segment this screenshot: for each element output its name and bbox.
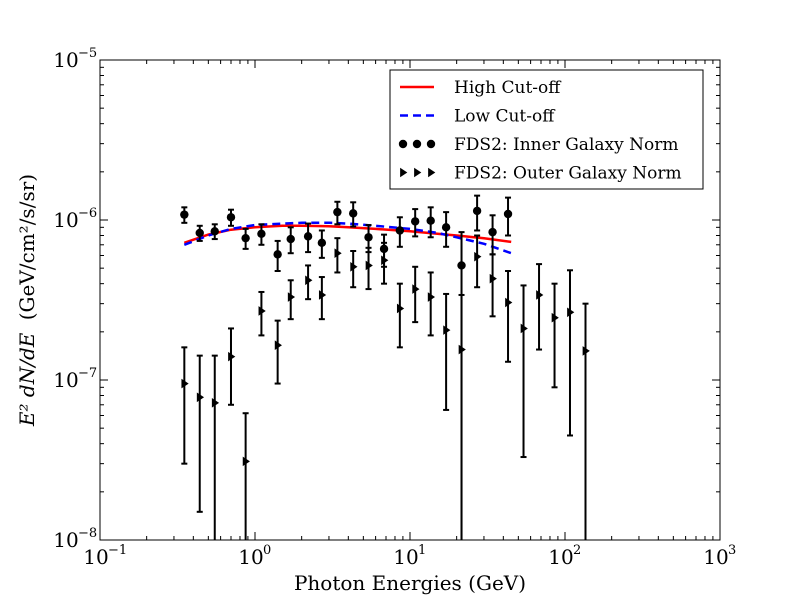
data-point-fds2-inner-galaxy-norm — [226, 213, 236, 222]
y-tick-exponent: −6 — [78, 206, 97, 221]
data-point-fds2-outer-galaxy-norm — [412, 284, 420, 294]
data-point-fds2-inner-galaxy-norm — [257, 229, 266, 238]
legend-marker-fds2-outer-galaxy-norm — [428, 167, 436, 178]
data-point-fds2-outer-galaxy-norm — [427, 292, 436, 302]
data-point-fds2-outer-galaxy-norm — [551, 312, 559, 323]
data-point-fds2-outer-galaxy-norm — [365, 260, 373, 271]
data-point-fds2-outer-galaxy-norm — [474, 251, 482, 262]
data-point-fds2-inner-galaxy-norm — [426, 216, 435, 225]
legend-label-low-cut-off: Low Cut-off — [454, 107, 556, 127]
data-markers — [180, 206, 590, 467]
data-point-fds2-inner-galaxy-norm — [503, 209, 513, 219]
data-point-fds2-inner-galaxy-norm — [333, 207, 342, 217]
x-tick-label: 10 — [703, 545, 728, 569]
data-point-fds2-outer-galaxy-norm — [258, 306, 266, 316]
legend-label-high-cut-off: High Cut-off — [454, 78, 562, 98]
data-point-fds2-outer-galaxy-norm — [287, 292, 296, 302]
data-point-fds2-inner-galaxy-norm — [395, 226, 405, 235]
x-tick-exponent: 0 — [263, 543, 271, 558]
data-point-fds2-inner-galaxy-norm — [364, 233, 373, 242]
data-point-fds2-outer-galaxy-norm — [381, 255, 389, 266]
x-tick-exponent: −1 — [108, 543, 127, 558]
y-tick-label: 10 — [53, 528, 78, 552]
y-tick-exponent: −7 — [78, 366, 97, 381]
data-point-fds2-outer-galaxy-norm — [196, 392, 205, 403]
x-tick-label: 10 — [83, 545, 108, 569]
data-point-fds2-inner-galaxy-norm — [441, 223, 451, 232]
axis-ticks: 10 −1 10 0 10 1 10 2 10 310 −810 −710 −610 −5 — [53, 46, 736, 569]
data-point-fds2-inner-galaxy-norm — [241, 233, 250, 243]
x-tick-label: 10 — [238, 545, 263, 569]
data-point-fds2-outer-galaxy-norm — [305, 275, 313, 286]
y-axis-label-units: (GeV/cm²/s/sr) — [15, 174, 39, 320]
legend: High Cut-off Low Cut-off FDS2: Inner Galax… — [389, 69, 704, 190]
y-tick-label: 10 — [53, 48, 78, 72]
data-point-fds2-inner-galaxy-norm — [195, 228, 204, 238]
data-point-fds2-outer-galaxy-norm — [211, 398, 220, 408]
data-point-fds2-outer-galaxy-norm — [536, 290, 544, 300]
x-tick-label: 10 — [548, 545, 573, 569]
data-point-fds2-inner-galaxy-norm — [348, 209, 358, 218]
data-point-fds2-outer-galaxy-norm — [334, 248, 342, 259]
data-point-fds2-inner-galaxy-norm — [317, 238, 327, 248]
data-point-fds2-outer-galaxy-norm — [228, 351, 236, 362]
y-tick-label: 10 — [53, 208, 78, 232]
data-point-fds2-outer-galaxy-norm — [582, 346, 590, 356]
x-tick-exponent: 2 — [573, 543, 581, 558]
data-point-fds2-outer-galaxy-norm — [396, 303, 405, 314]
x-tick-exponent: 1 — [418, 543, 426, 558]
legend-box — [389, 69, 704, 190]
data-point-fds2-outer-galaxy-norm — [181, 378, 189, 389]
data-point-fds2-outer-galaxy-norm — [458, 344, 466, 355]
model-lines — [183, 221, 512, 255]
data-point-fds2-inner-galaxy-norm — [410, 217, 420, 226]
y-tick-exponent: −5 — [78, 46, 97, 61]
data-point-fds2-inner-galaxy-norm — [273, 250, 282, 259]
y-axis-label: E² dN/dE (GeV/cm²/s/sr) — [15, 174, 39, 427]
legend-label-fds2-outer-galaxy-norm: FDS2: Outer Galaxy Norm — [454, 164, 682, 184]
y-axis-label-prefix: E² dN/dE — [15, 332, 39, 427]
y-tick-exponent: −8 — [78, 526, 97, 541]
legend-marker-fds2-outer-galaxy-norm — [414, 167, 422, 178]
data-point-fds2-inner-galaxy-norm — [180, 210, 189, 219]
x-tick-exponent: 3 — [728, 543, 736, 558]
data-point-fds2-inner-galaxy-norm — [488, 227, 497, 237]
axis-labels: Photon Energies (GeV) E² dN/dE (GeV/cm²/… — [15, 174, 526, 595]
legend-marker-fds2-inner-galaxy-norm — [426, 139, 436, 149]
data-point-fds2-outer-galaxy-norm — [520, 323, 528, 334]
data-point-fds2-outer-galaxy-norm — [567, 307, 575, 318]
x-tick-label: 10 — [393, 545, 418, 569]
data-point-fds2-outer-galaxy-norm — [242, 456, 250, 467]
data-point-fds2-inner-galaxy-norm — [286, 234, 295, 244]
data-point-fds2-outer-galaxy-norm — [489, 273, 497, 284]
y-tick-label: 10 — [53, 368, 78, 392]
legend-label-fds2-inner-galaxy-norm: FDS2: Inner Galaxy Norm — [454, 135, 678, 155]
legend-marker-fds2-inner-galaxy-norm — [412, 139, 422, 149]
data-point-fds2-inner-galaxy-norm — [457, 261, 466, 270]
x-axis-label: Photon Energies (GeV) — [294, 571, 526, 595]
data-point-fds2-inner-galaxy-norm — [210, 227, 219, 236]
data-point-fds2-outer-galaxy-norm — [443, 325, 451, 335]
data-point-fds2-inner-galaxy-norm — [472, 206, 482, 216]
data-point-fds2-outer-galaxy-norm — [350, 261, 358, 272]
series-line-low-cut-off — [183, 221, 512, 255]
legend-marker-fds2-inner-galaxy-norm — [398, 139, 408, 149]
data-point-fds2-outer-galaxy-norm — [505, 297, 513, 308]
data-point-fds2-inner-galaxy-norm — [303, 232, 313, 241]
data-point-fds2-outer-galaxy-norm — [274, 340, 282, 351]
legend-marker-fds2-outer-galaxy-norm — [400, 167, 408, 178]
data-point-fds2-outer-galaxy-norm — [318, 290, 327, 300]
data-point-fds2-inner-galaxy-norm — [379, 244, 389, 254]
